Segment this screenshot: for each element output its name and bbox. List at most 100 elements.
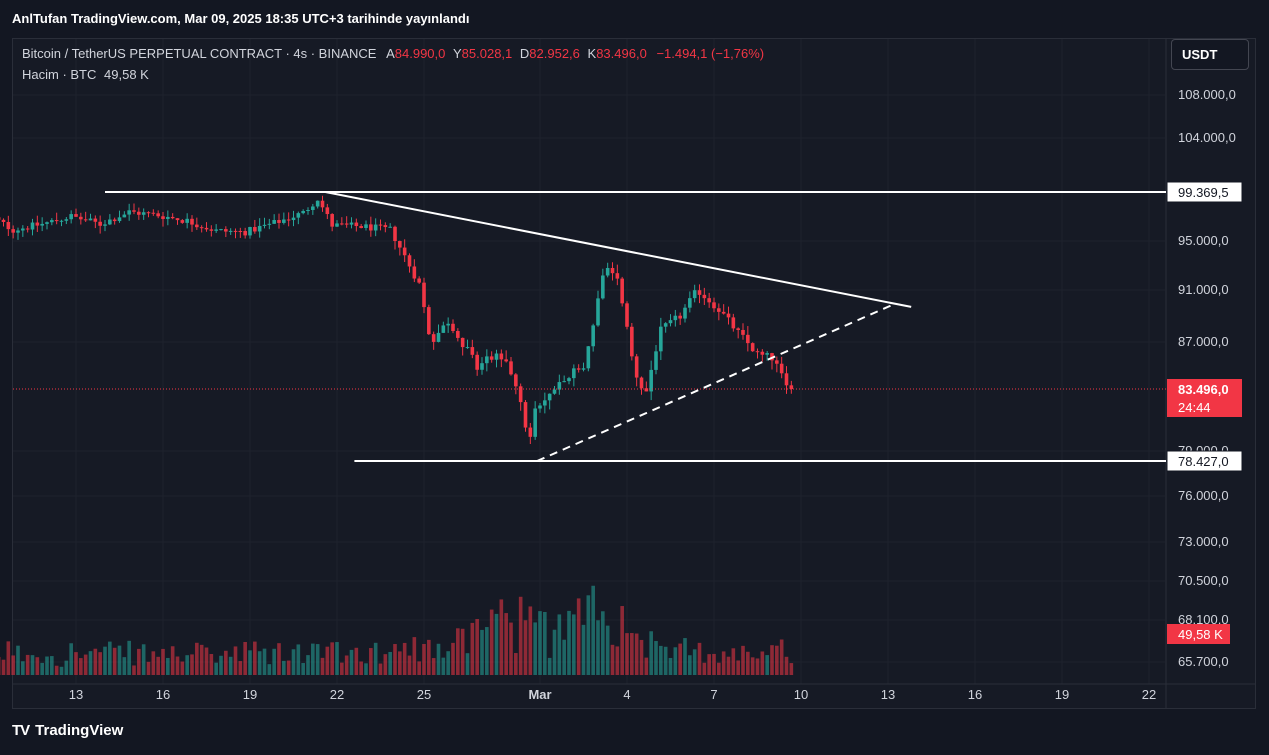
volume-bar	[668, 657, 673, 675]
volume-bar	[50, 656, 54, 675]
volume-bar	[702, 662, 707, 675]
footer[interactable]: TV TradingView	[12, 722, 123, 739]
candle-body	[446, 323, 450, 326]
candle-body	[668, 320, 673, 324]
candle-body	[460, 337, 465, 348]
price-line-label: 78.427,0	[1178, 454, 1229, 469]
candle-body	[16, 230, 20, 233]
volume-bar	[673, 647, 678, 675]
volume-bar	[533, 622, 537, 675]
change-value: −1.494,1 (−1,76%)	[656, 46, 765, 61]
candle-body	[79, 216, 83, 220]
candle-body	[441, 325, 446, 333]
volume-bar	[789, 663, 794, 675]
volume-bar	[277, 643, 281, 675]
candle-body	[581, 368, 586, 370]
volume-bar	[108, 641, 112, 675]
volume-bar	[35, 657, 40, 675]
volume-bar	[692, 649, 697, 675]
candle-body	[228, 230, 233, 232]
volume-bar	[344, 655, 349, 675]
volume-bar	[683, 638, 687, 675]
volume-bar	[79, 658, 83, 675]
volume-bar	[369, 648, 373, 675]
candle-body	[456, 330, 460, 338]
candle-body	[122, 214, 127, 218]
volume-bar	[475, 619, 479, 675]
price-tick-label: 91.000,0	[1178, 282, 1229, 297]
volume-bar	[257, 651, 262, 675]
candle-body	[712, 302, 716, 309]
volume-bar	[156, 656, 160, 675]
volume-bar	[620, 606, 624, 675]
symbol-name[interactable]: Bitcoin / TetherUS PERPETUAL CONTRACT · …	[22, 46, 377, 61]
price-line-badge	[1166, 181, 1243, 203]
volume-bar	[784, 656, 789, 675]
support-trend-line	[536, 303, 895, 462]
volume-bar	[340, 662, 344, 675]
volume-bar	[605, 625, 610, 675]
candle-body	[98, 221, 102, 226]
candle-body	[64, 219, 69, 221]
volume-bar	[253, 641, 257, 675]
candle-body	[605, 267, 610, 276]
candle-body	[620, 278, 624, 304]
candle-body	[576, 368, 581, 370]
candle-body	[692, 290, 697, 299]
volume-bar	[504, 613, 508, 675]
volume-bar	[552, 629, 557, 675]
volume-bar	[296, 644, 301, 675]
candle-body	[663, 323, 668, 327]
time-tick-label: 13	[881, 687, 895, 702]
open-value: 84.990,0	[394, 46, 446, 61]
chart-frame[interactable]	[12, 38, 1256, 709]
candle-body	[151, 212, 156, 214]
candle-body	[277, 220, 281, 223]
candle-body	[567, 378, 571, 382]
candle-body	[543, 400, 547, 406]
open-label: A	[386, 46, 395, 61]
volume-bar	[325, 646, 330, 675]
currency-button[interactable]: USDT	[1171, 39, 1249, 70]
candle-body	[654, 351, 658, 370]
volume-bar	[572, 614, 576, 675]
volume-bar	[547, 657, 552, 675]
volume-bar	[161, 648, 165, 675]
candle-body	[610, 267, 615, 274]
candle-body	[470, 347, 475, 355]
volume-bar	[151, 651, 156, 675]
candle-body	[248, 227, 252, 236]
volume-bar	[688, 655, 692, 675]
volume-bar	[16, 645, 20, 675]
volume-bar	[470, 622, 475, 675]
volume-badge	[1167, 624, 1230, 644]
candle-body	[325, 207, 330, 215]
candle-body	[673, 315, 678, 321]
volume-bar	[335, 642, 339, 675]
volume-bar	[755, 658, 760, 675]
candle-body	[141, 212, 146, 215]
candle-body	[518, 386, 523, 403]
volume-bar	[74, 652, 78, 675]
candle-body	[257, 225, 262, 232]
candle-body	[412, 266, 417, 279]
candle-body	[499, 353, 504, 360]
volume-bar	[721, 651, 726, 675]
time-tick-label: 13	[69, 687, 83, 702]
volume-bar	[741, 645, 745, 675]
volume-legend-label[interactable]: Hacim · BTC	[22, 67, 97, 82]
volume-bar	[127, 640, 131, 675]
volume-bar	[726, 656, 731, 675]
volume-bar	[267, 664, 272, 675]
price-axis: 108.000,0 104.000,0 95.000,0 91.000,0 87.000…	[1178, 87, 1236, 669]
candle-body	[494, 353, 499, 360]
volume-bar	[765, 655, 769, 675]
high-label: Y	[453, 46, 462, 61]
high-value: 85.028,1	[461, 46, 513, 61]
price-tick-label: 76.000,0	[1178, 488, 1229, 503]
time-tick-label: 16	[968, 687, 982, 702]
volume-bar	[11, 655, 15, 675]
volume-bar	[707, 654, 711, 675]
volume-bar	[586, 595, 591, 675]
